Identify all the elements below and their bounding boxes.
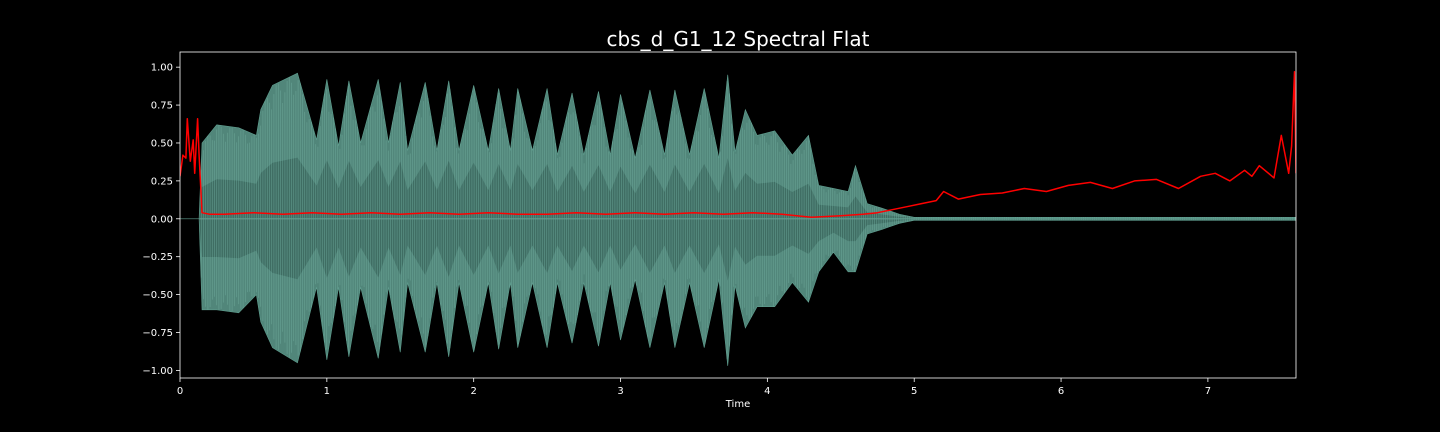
x-axis: 0 1 2 3 4 5 6 7 bbox=[177, 378, 1211, 397]
chart-title: cbs_d_G1_12 Spectral Flat bbox=[607, 27, 870, 51]
x-axis-label: Time bbox=[725, 399, 750, 410]
x-tick-label: 0 bbox=[177, 386, 183, 397]
x-tick-label: 6 bbox=[1058, 386, 1064, 397]
waveform-layer bbox=[180, 72, 1296, 366]
y-tick-label: 0.50 bbox=[151, 138, 173, 149]
x-tick-label: 5 bbox=[911, 386, 917, 397]
y-tick-label: 0.75 bbox=[151, 101, 173, 112]
y-axis: 1.00 0.75 0.50 0.25 0.00 −0.25 −0.50 −0.75 −1.00 bbox=[142, 63, 180, 377]
spectral-flatness-line bbox=[180, 70, 1296, 219]
x-tick-label: 4 bbox=[764, 386, 770, 397]
x-tick-label: 3 bbox=[617, 386, 623, 397]
y-tick-label: −0.50 bbox=[142, 290, 173, 301]
plot-frame bbox=[179, 51, 1297, 379]
x-tick-label: 1 bbox=[324, 386, 330, 397]
y-tick-label: −0.75 bbox=[142, 328, 173, 339]
y-tick-label: 0.25 bbox=[151, 176, 173, 187]
y-tick-label: 0.00 bbox=[151, 214, 173, 225]
y-tick-label: 1.00 bbox=[151, 63, 173, 74]
spectral-flatness-layer bbox=[180, 70, 1296, 219]
y-tick-label: −1.00 bbox=[142, 366, 173, 377]
y-tick-label: −0.25 bbox=[142, 252, 173, 263]
x-tick-label: 7 bbox=[1205, 386, 1211, 397]
x-tick-label: 2 bbox=[470, 386, 476, 397]
